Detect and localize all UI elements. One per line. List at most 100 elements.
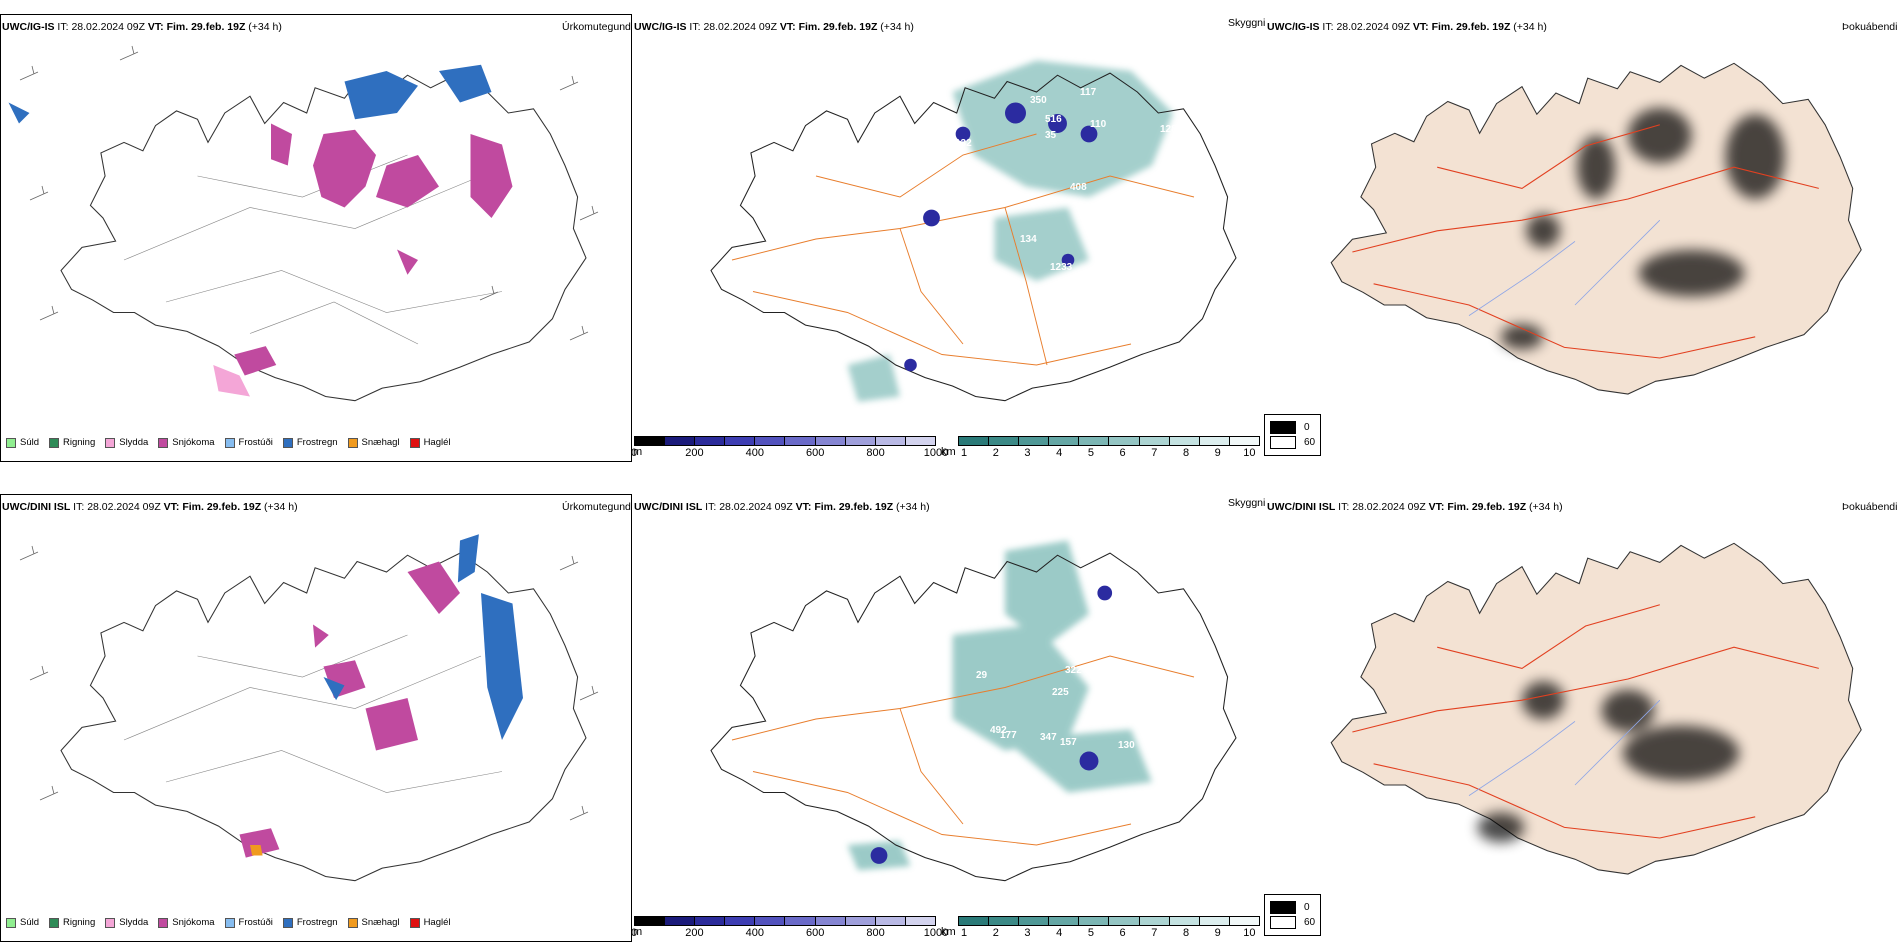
visibility-label: 492 xyxy=(990,725,1007,736)
legend-item: Haglél xyxy=(409,917,451,928)
colorbar-cell xyxy=(1109,917,1140,925)
legend-label: Slydda xyxy=(119,437,149,448)
colorbar-tick: 5 xyxy=(1087,927,1094,939)
colorbar-cell xyxy=(875,917,906,925)
legend-item: Súld xyxy=(6,917,39,928)
colorbar-cell xyxy=(1019,437,1050,445)
colorbar-tick: 7 xyxy=(1151,447,1158,459)
colorbar-tick: 6 xyxy=(1119,447,1126,459)
colorbar-cell xyxy=(1229,917,1259,925)
visibility-label: 25 xyxy=(1170,194,1182,205)
colorbar-tick: 4 xyxy=(1056,447,1063,459)
visibility-label: 117 xyxy=(1080,87,1097,98)
legend-label: Snjókoma xyxy=(172,437,215,448)
fog-legend-swatch xyxy=(1270,916,1296,929)
fog-map-top xyxy=(1330,62,1862,395)
header-top-middle: UWC/IG-IS IT: 28.02.2024 09Z VT: Fim. 29… xyxy=(634,21,914,33)
colorbar-m-bottom: 0 200 400 600 800 1000 xyxy=(631,916,948,941)
legend-item: Snæhagl xyxy=(347,437,400,448)
wind-barbs-top xyxy=(19,45,599,341)
colorbar-tick: 1000 xyxy=(923,447,949,459)
precip-map-top xyxy=(8,64,587,402)
legend-item: Snjókoma xyxy=(158,917,215,928)
colorbar-tick: 7 xyxy=(1151,927,1158,939)
visibility-label: 110 xyxy=(1090,119,1107,130)
legend-item: Rigning xyxy=(49,437,95,448)
legend-label: Súld xyxy=(20,437,40,448)
header-bottom-middle: UWC/DINI ISL IT: 28.02.2024 09Z VT: Fim.… xyxy=(634,501,930,513)
colorbar-cell xyxy=(845,437,876,445)
legend-label: Súld xyxy=(20,917,40,928)
visibility-label: 313 xyxy=(1150,728,1167,739)
legend-swatch xyxy=(282,437,293,448)
visibility-label: 225 xyxy=(1052,687,1069,698)
fog-legend-label: 0 xyxy=(1304,902,1310,913)
colorbar-tick: 400 xyxy=(745,447,764,459)
fog-legend-label: 60 xyxy=(1304,437,1316,448)
legend-swatch xyxy=(49,437,60,448)
visibility-label: 1233 xyxy=(1050,262,1073,273)
fog-legend-row: 0 xyxy=(1270,901,1315,914)
fog-map-bottom xyxy=(1330,542,1862,875)
legend-label: Frostregn xyxy=(296,917,338,928)
colorbar-cell xyxy=(635,917,666,925)
colorbar-tick: 8 xyxy=(1182,447,1190,459)
visibility-label: 142 xyxy=(938,869,955,880)
visibility-label: 88 xyxy=(980,190,992,201)
visibility-label: 81 xyxy=(1150,622,1162,633)
visibility-label: 322 xyxy=(1065,665,1082,676)
panel-title-precip-top: Úrkomutegund xyxy=(562,21,631,33)
legend-label: Frostúði xyxy=(238,917,273,928)
colorbar-tick: 200 xyxy=(685,447,704,459)
legend-label: Slydda xyxy=(119,917,149,928)
legend-swatch xyxy=(282,917,293,928)
legend-swatch xyxy=(224,437,235,448)
header-top-left: UWC/IG-IS IT: 28.02.2024 09Z VT: Fim. 29… xyxy=(2,21,282,33)
precip-legend-top: Súld Rigning Slydda Snjókoma Frostúði Frostre… xyxy=(6,437,451,448)
colorbar-cell xyxy=(989,437,1020,445)
colorbar-km-top: 1 2 3 4 5 6 7 8 9 10 xyxy=(958,436,1260,461)
fog-legend-swatch xyxy=(1270,901,1296,914)
precip-legend-bottom: Súld Rigning Slydda Snjókoma Frostúði Frostre… xyxy=(6,917,451,928)
colorbar-cell xyxy=(1019,917,1050,925)
colorbar-tick: 2 xyxy=(992,927,999,939)
legend-label: Frostúði xyxy=(238,437,273,448)
panel-title-precip-bottom: Úrkomutegund xyxy=(562,501,631,513)
visibility-label: 813 xyxy=(1080,274,1097,285)
legend-label: Rigning xyxy=(63,917,96,928)
colorbar-cell xyxy=(635,437,666,445)
colorbar-cell xyxy=(1169,917,1200,925)
colorbar-tick: 6 xyxy=(1119,927,1126,939)
legend-label: Haglél xyxy=(423,917,451,928)
colorbar-tick: 1000 xyxy=(923,927,949,939)
colorbar-tick: 9 xyxy=(1214,927,1221,939)
legend-swatch xyxy=(224,917,235,928)
visibility-label: 176 xyxy=(912,424,929,435)
legend-swatch xyxy=(6,437,16,448)
colorbar-tick: 1 xyxy=(960,927,968,939)
legend-item: Frostregn xyxy=(282,917,338,928)
fog-legend-label: 60 xyxy=(1304,917,1316,928)
colorbar-tick: 600 xyxy=(806,447,825,459)
colorbar-tick: 8 xyxy=(1182,927,1190,939)
visibility-label: 35 xyxy=(1045,130,1057,141)
colorbar-tick: 10 xyxy=(1243,927,1256,939)
colorbar-cell xyxy=(725,437,756,445)
colorbar-tick: 3 xyxy=(1024,447,1031,459)
colorbar-cell xyxy=(989,917,1020,925)
header-bottom-right: UWC/DINI ISL IT: 28.02.2024 09Z VT: Fim.… xyxy=(1267,501,1563,513)
colorbar-tick: 1 xyxy=(960,447,968,459)
colorbar-cell xyxy=(785,437,816,445)
colorbar-cell xyxy=(959,917,990,925)
header-top-right: UWC/IG-IS IT: 28.02.2024 09Z VT: Fim. 29… xyxy=(1267,21,1547,33)
colorbar-cell xyxy=(1049,917,1080,925)
colorbar-cell xyxy=(665,437,696,445)
colorbar-cell xyxy=(1199,437,1230,445)
legend-label: Snæhagl xyxy=(361,917,400,928)
colorbar-tick: 200 xyxy=(685,927,704,939)
colorbar-cell xyxy=(1229,437,1259,445)
colorbar-cell xyxy=(1079,917,1110,925)
legend-swatch xyxy=(105,917,116,928)
legend-label: Snjókoma xyxy=(172,917,215,928)
